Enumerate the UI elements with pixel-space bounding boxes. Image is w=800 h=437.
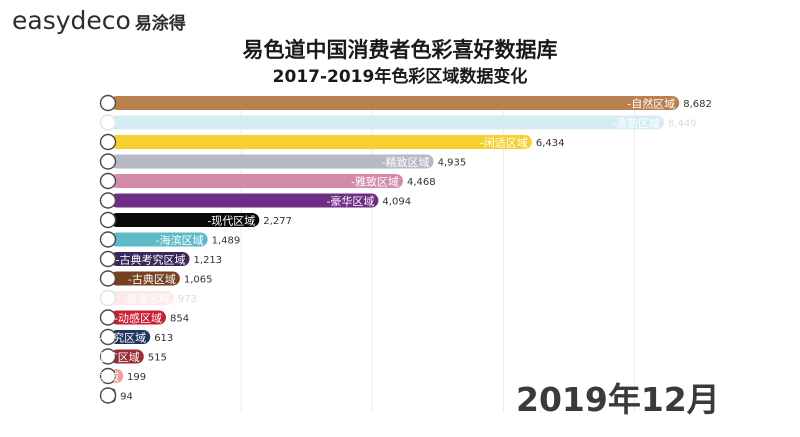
category-label-12: -考究区域 xyxy=(98,331,146,345)
category-label-6: -现代区域 xyxy=(207,215,255,228)
value-label-7: 1,489 xyxy=(212,236,241,247)
value-label-11: 854 xyxy=(170,314,189,325)
value-label-13: 515 xyxy=(148,353,167,364)
category-label-0: -自然区域 xyxy=(627,97,675,111)
marker-10 xyxy=(99,289,117,307)
value-label-12: 613 xyxy=(154,333,173,344)
category-label-4: -雅致区域 xyxy=(351,175,399,189)
value-label-15: 94 xyxy=(120,392,133,403)
marker-6 xyxy=(99,211,117,229)
category-label-10: -浪漫区域 xyxy=(122,292,170,306)
bar-1 xyxy=(110,115,664,130)
marker-15 xyxy=(99,387,117,404)
marker-3 xyxy=(99,153,117,170)
value-label-4: 4,468 xyxy=(407,177,436,188)
category-label-9: -古典区域 xyxy=(128,272,176,286)
logo-text: easydeco xyxy=(12,6,131,35)
date-stamp: 2019年12月 xyxy=(516,380,720,419)
marker-13 xyxy=(99,348,117,365)
bar-0 xyxy=(110,96,680,110)
value-label-5: 4,094 xyxy=(382,197,411,208)
value-label-14: 199 xyxy=(127,372,146,383)
category-label-8: -古典考究区域 xyxy=(116,253,186,267)
value-label-1: 8,449 xyxy=(668,119,697,130)
value-label-10: 973 xyxy=(178,294,197,305)
marker-8 xyxy=(99,250,117,268)
bar-8 xyxy=(110,252,190,266)
marker-14 xyxy=(99,367,117,385)
bar-12 xyxy=(110,330,151,344)
value-label-0: 8,682 xyxy=(683,99,712,110)
category-label-13: -粗犷区域 xyxy=(92,351,140,364)
marker-2 xyxy=(99,133,117,151)
category-label-2: -闲适区域 xyxy=(480,136,528,150)
category-label-15: -正式区域 xyxy=(64,390,112,403)
category-label-11: -动感区域 xyxy=(114,312,162,325)
category-label-7: -海滨区域 xyxy=(156,233,204,247)
bar-6 xyxy=(110,213,260,227)
brand-logo: easydeco 易涂得 xyxy=(12,6,186,36)
bar-13 xyxy=(110,349,144,364)
marker-11 xyxy=(99,309,117,326)
marker-4 xyxy=(99,172,117,190)
category-label-14: -可爱区域 xyxy=(71,371,119,384)
bar-9 xyxy=(110,271,180,286)
value-label-3: 4,935 xyxy=(438,158,467,169)
bar-2 xyxy=(110,135,532,149)
value-label-2: 6,434 xyxy=(536,138,565,149)
bar-4 xyxy=(110,174,403,188)
marker-7 xyxy=(99,231,117,248)
bar-7 xyxy=(110,232,208,247)
category-label-5: -豪华区域 xyxy=(326,194,374,208)
value-label-8: 1,213 xyxy=(194,255,223,266)
logo-cn-text: 易涂得 xyxy=(134,14,186,34)
value-label-6: 2,277 xyxy=(263,216,292,227)
value-label-9: 1,065 xyxy=(184,275,213,286)
marker-9 xyxy=(99,270,117,287)
category-label-3: -精致区域 xyxy=(382,155,430,169)
bar-11 xyxy=(110,310,166,325)
chart-subtitle: 2017-2019年色彩区域数据变化 xyxy=(272,67,528,87)
bar-5 xyxy=(110,193,379,208)
category-label-1: -清新区域 xyxy=(612,116,660,130)
bar-10 xyxy=(110,291,174,305)
marker-1 xyxy=(99,114,117,131)
bar-3 xyxy=(110,154,434,169)
chart-title: 易色道中国消费者色彩喜好数据库 xyxy=(242,38,558,62)
marker-5 xyxy=(99,192,117,209)
marker-0 xyxy=(99,94,117,112)
marker-12 xyxy=(99,328,117,346)
